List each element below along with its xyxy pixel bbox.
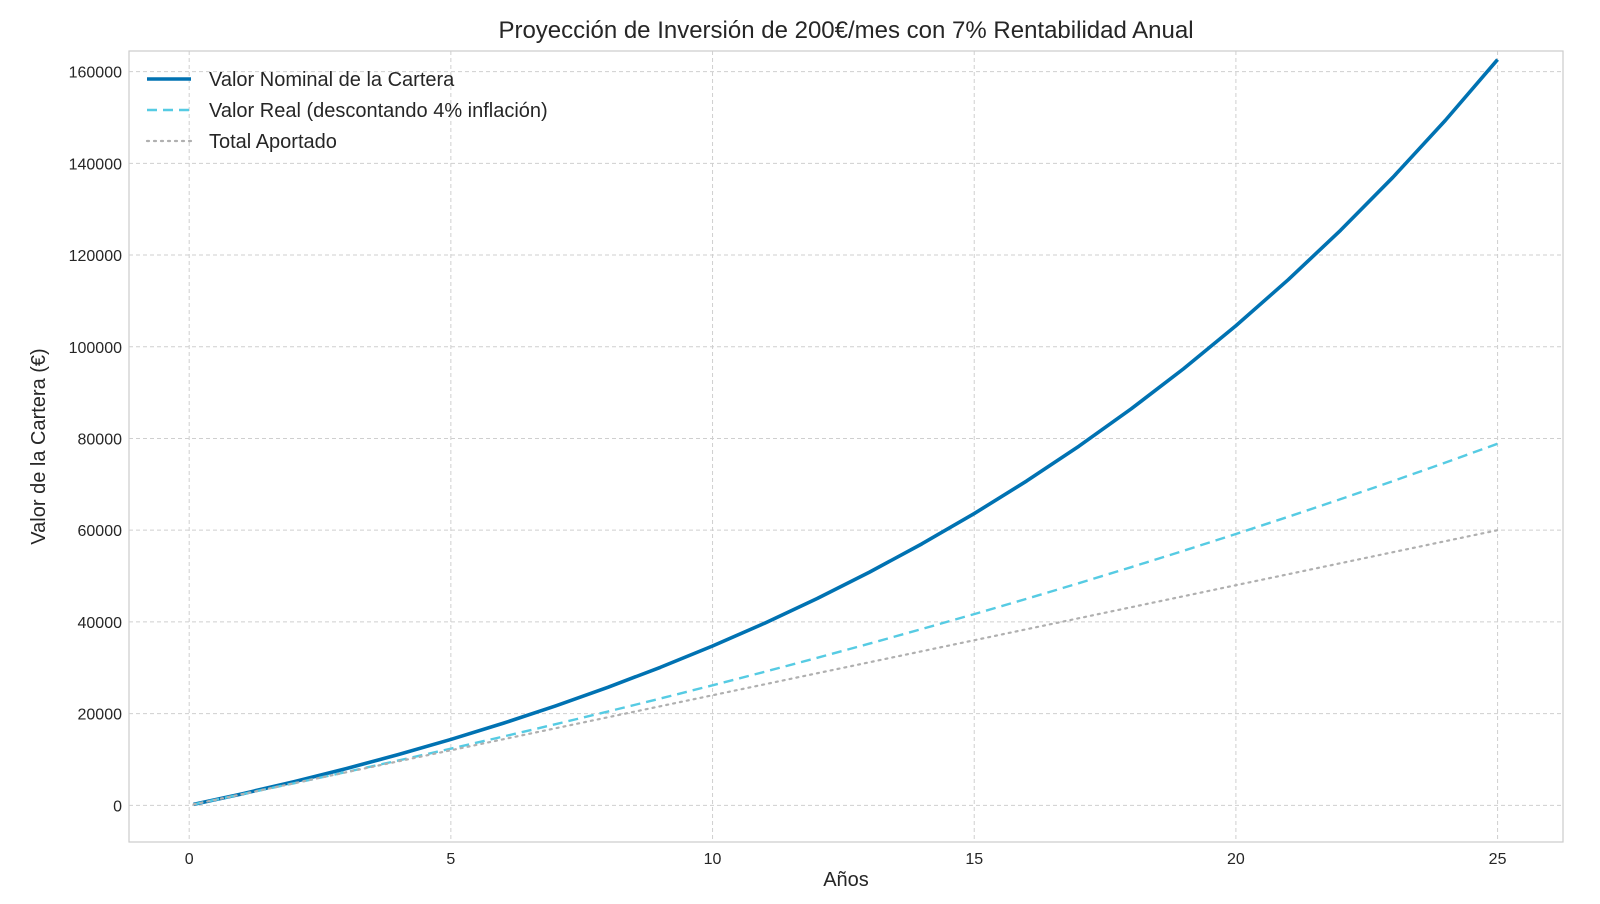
legend: Valor Nominal de la Cartera Valor Real (d… — [145, 69, 548, 153]
y-tick-label: 120000 — [69, 248, 122, 265]
chart-title: Proyección de Inversión de 200€/mes con … — [498, 17, 1193, 44]
y-tick-label: 100000 — [69, 340, 122, 357]
y-axis-title: Valor de la Cartera (€) — [28, 348, 50, 544]
x-axis-title: Años — [823, 869, 869, 891]
y-tick-label: 60000 — [78, 523, 123, 540]
series-line-0 — [193, 58, 1499, 807]
legend-label-1: Valor Real (descontando 4% inflación) — [209, 100, 548, 122]
grid-layer — [129, 51, 1563, 842]
x-tick-label: 15 — [965, 851, 983, 868]
x-tick-label: 0 — [185, 851, 194, 868]
x-tick-label: 5 — [446, 851, 455, 868]
y-tick-label: 20000 — [78, 707, 123, 724]
y-tick-label: 160000 — [69, 65, 122, 82]
legend-label-2: Total Aportado — [209, 131, 337, 153]
series-line-2 — [192, 529, 1499, 806]
y-tick-labels: 0 20000 40000 60000 80000 100000 120000 140000 1… — [69, 65, 122, 816]
legend-label-0: Valor Nominal de la Cartera — [209, 69, 455, 91]
y-tick-label: 140000 — [69, 156, 122, 173]
plot-frame — [128, 50, 1564, 843]
x-tick-label: 25 — [1489, 851, 1507, 868]
y-tick-label: 40000 — [78, 615, 123, 632]
x-tick-label: 10 — [704, 851, 722, 868]
series-line-1 — [193, 442, 1498, 806]
x-tick-labels: 0 5 10 15 20 25 — [185, 851, 1507, 868]
y-tick-label: 0 — [113, 798, 122, 815]
y-tick-label: 80000 — [78, 431, 123, 448]
x-tick-label: 20 — [1227, 851, 1245, 868]
series-layer — [192, 58, 1499, 807]
